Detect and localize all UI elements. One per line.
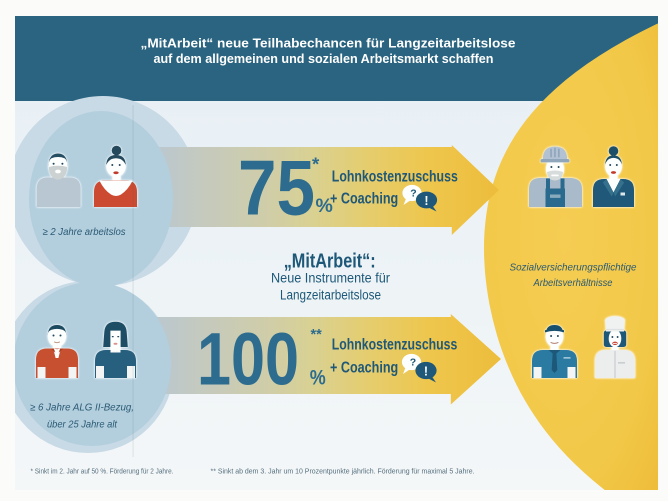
- svg-text:*: *: [312, 154, 320, 175]
- svg-text:Neue Instrumente für: Neue Instrumente für: [271, 270, 390, 286]
- svg-text:%: %: [310, 367, 326, 390]
- svg-text:** Sinkt ab dem 3. Jahr um 10: ** Sinkt ab dem 3. Jahr um 10 Prozentpun…: [211, 469, 475, 476]
- svg-text:100: 100: [197, 317, 299, 400]
- svg-text:≥ 6 Jahre ALG II-Bezug,: ≥ 6 Jahre ALG II-Bezug,: [30, 403, 134, 414]
- svg-text:Sozialversicherungspflichtige: Sozialversicherungspflichtige: [510, 262, 637, 274]
- svg-text:%: %: [316, 195, 333, 217]
- svg-text:Lohnkostenzuschuss: Lohnkostenzuschuss: [332, 336, 458, 353]
- svg-text:≥ 2 Jahre arbeitslos: ≥ 2 Jahre arbeitslos: [43, 227, 126, 238]
- svg-text:„MitArbeit“ neue Teilhabechanc: „MitArbeit“ neue Teilhabechancen für Lan…: [141, 36, 516, 51]
- svg-text:„MitArbeit“:: „MitArbeit“:: [284, 251, 376, 273]
- svg-text:!: !: [424, 364, 428, 378]
- svg-text:?: ?: [410, 357, 416, 369]
- svg-text:Langzeitarbeitslose: Langzeitarbeitslose: [280, 288, 381, 303]
- svg-text:Lohnkostenzuschuss: Lohnkostenzuschuss: [332, 168, 458, 185]
- svg-text:über 25 Jahre alt: über 25 Jahre alt: [47, 420, 118, 431]
- svg-text:auf dem allgemeinen und sozial: auf dem allgemeinen und sozialen Arbeits…: [154, 51, 494, 66]
- svg-text:?: ?: [410, 188, 416, 200]
- svg-text:* Sinkt im 2. Jahr auf 50 %. F: * Sinkt im 2. Jahr auf 50 %. Förderung f…: [31, 469, 174, 476]
- svg-text:Arbeitsverhältnisse: Arbeitsverhältnisse: [533, 277, 613, 289]
- svg-text:!: !: [424, 194, 428, 208]
- svg-text:75: 75: [238, 146, 315, 232]
- svg-text:**: **: [311, 327, 323, 343]
- svg-text:+ Coaching: + Coaching: [330, 191, 398, 208]
- svg-text:+ Coaching: + Coaching: [330, 359, 398, 376]
